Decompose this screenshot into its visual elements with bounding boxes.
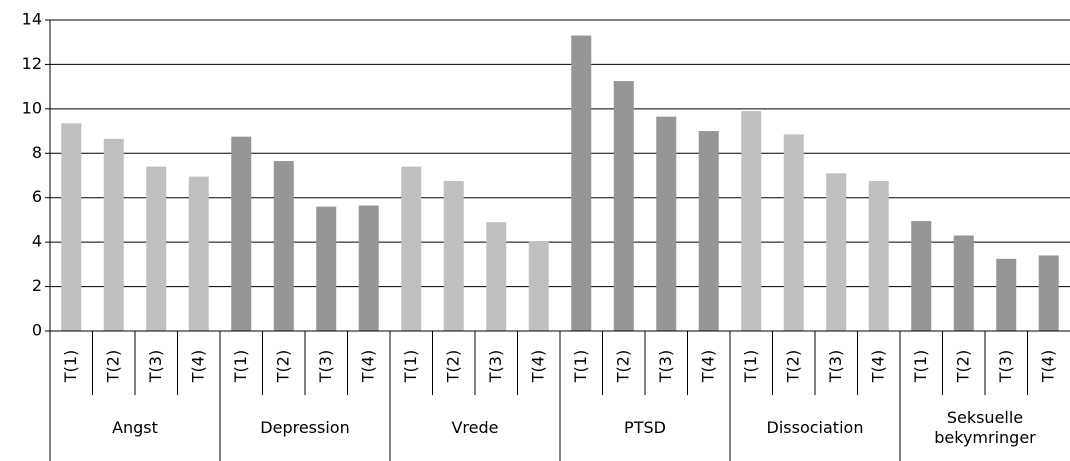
x-tick-label: T(1) [571,350,590,383]
x-tick-label: T(4) [528,350,547,383]
bar [1038,255,1059,331]
x-tick-label: T(3) [316,350,335,383]
x-tick-label: T(1) [231,350,250,383]
x-tick-label: T(1) [741,350,760,383]
bar [358,205,379,331]
x-tick-label: T(1) [911,350,930,383]
bar [868,181,889,331]
x-tick-label: T(1) [401,350,420,383]
bar [783,134,804,331]
x-tick-label: T(2) [443,350,462,383]
bar [996,258,1017,331]
bar [443,181,464,331]
y-tick-label: 6 [32,187,42,206]
x-tick-label: T(2) [783,350,802,383]
bar [911,221,932,331]
x-tick-label: T(2) [103,350,122,383]
bar [486,222,507,331]
y-tick-label: 4 [32,232,42,251]
bar [741,111,762,331]
bar [401,166,422,331]
bar [273,161,294,331]
bar [146,166,167,331]
x-tick-label: T(4) [188,350,207,383]
bar [231,136,252,331]
group-label: Angst [112,418,158,437]
x-tick-label: T(4) [358,350,377,383]
y-tick-label: 14 [22,10,42,29]
group-label: Vrede [451,418,499,437]
bar [103,138,124,331]
bar [613,81,634,331]
bar [188,176,209,331]
y-tick-label: 10 [22,98,42,117]
x-tick-label: T(3) [996,350,1015,383]
bar [698,131,719,331]
y-tick-label: 12 [22,54,42,73]
y-tick-label: 0 [32,321,42,340]
group-label: Dissociation [766,418,864,437]
x-tick-label: T(4) [868,350,887,383]
group-label: Seksuelle bekymringer [934,408,1036,447]
bar [953,235,974,331]
x-tick-label: T(2) [613,350,632,383]
x-tick-label: T(2) [953,350,972,383]
bar [571,35,592,332]
x-tick-label: T(3) [826,350,845,383]
bar [826,173,847,331]
x-tick-label: T(3) [486,350,505,383]
bar [316,206,337,331]
x-tick-label: T(3) [656,350,675,383]
x-tick-label: T(3) [146,350,165,383]
bar [61,123,82,332]
x-tick-label: T(4) [1038,350,1057,383]
bar [528,241,549,331]
y-tick-label: 2 [32,276,42,295]
x-tick-label: T(4) [698,350,717,383]
group-label: Depression [260,418,350,437]
x-tick-label: T(2) [273,350,292,383]
bar [656,116,677,331]
x-tick-label: T(1) [61,350,80,383]
group-label: PTSD [624,418,666,437]
y-tick-label: 8 [32,143,42,162]
